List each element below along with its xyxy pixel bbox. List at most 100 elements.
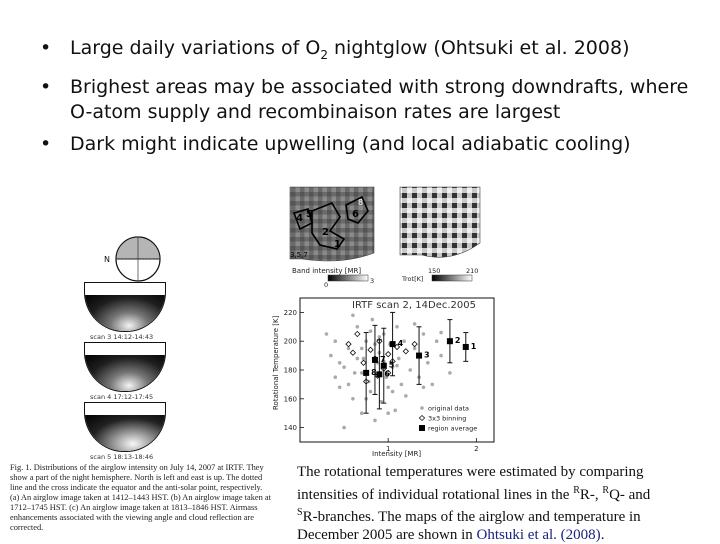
region-label: 1 [334,239,341,250]
region-average-point [371,356,378,363]
original-data-point [421,385,426,390]
bullet-list: Large daily variations of O2 nightglow (… [38,36,708,164]
region-point-label: 5 [389,361,395,370]
original-data-point [324,332,329,336]
region-point-label: 2 [455,336,461,345]
y-tick-label: 200 [284,338,297,346]
original-data-point [355,325,360,329]
original-data-point [395,363,399,368]
region-point-label: 6 [384,369,390,378]
binning-point [367,346,374,354]
original-data-point [373,418,377,423]
north-label: N [104,255,110,264]
original-data-point [430,382,435,387]
original-data-point [395,325,399,329]
reference-link[interactable]: Ohtsuki et al. (2008) [476,526,601,543]
original-data-point [359,411,364,415]
original-data-point [377,335,382,339]
scan-4-label: scan 4 17:12-17:45 [90,393,154,401]
original-data-point [439,353,443,358]
original-data-point [390,389,395,394]
region-label: 3,5,7 [290,251,308,259]
original-data-point [412,346,417,351]
airglow-scan-figure: N scan 3 14:12-14:43 scan 4 17:12-17:45 … [82,228,172,463]
scan-panel-3 [84,282,166,332]
original-data-point [386,411,390,415]
region-point-label: 1 [471,342,477,351]
bullet-item-1: Large daily variations of O2 nightglow (… [38,36,708,68]
original-data-point [333,339,338,343]
original-data-point [426,361,430,365]
original-data-point [333,375,338,379]
original-data-point [412,322,417,326]
region-average-point [389,341,396,348]
colorbar-min-trot: 150 [428,267,440,275]
y-tick-label: 160 [284,395,297,403]
binning-point [349,349,357,356]
original-data-point [384,375,389,379]
original-data-point [355,356,360,361]
original-data-point [448,371,452,375]
region-average-point [363,369,370,376]
original-data-point [368,389,373,394]
binning-point [354,330,361,338]
legend-label-original: original data [428,405,469,413]
original-data-point [352,371,357,375]
scan-panel-4 [84,342,166,392]
region-point-label: 8 [371,368,377,377]
subscript-2: 2 [320,47,328,62]
original-data-point [359,371,364,375]
original-data-point [404,394,408,398]
region-label: 6 [352,209,359,220]
binning-point [360,359,367,366]
maps-svg: 8 4 5 6 2 1 3,5,7 Band intensity [MR] 0 … [289,186,481,288]
legend-label-binning: 3x3 binning [428,415,466,423]
x-tick-label: 1 [386,445,390,453]
binning-point [385,350,392,358]
original-data-point [386,385,390,390]
region-average-point [416,352,423,359]
original-data-point [351,397,355,401]
colorbar-max: 3 [370,277,374,285]
region-label: 8 [358,198,363,207]
temperature-caption: The rotational temperatures were estimat… [297,464,651,543]
y-tick-label: 140 [284,424,297,432]
scan-5-label: scan 5 18:13-18:46 [90,453,154,461]
original-data-point [329,353,333,358]
original-data-point [439,330,443,335]
binning-point [345,340,352,348]
chart-legend: original data 3x3 binning region average [418,405,477,433]
original-data-point [399,382,404,387]
binning-point [402,348,409,355]
region-point-label: 4 [398,339,404,348]
original-data-point [379,399,383,404]
original-data-point [359,346,364,351]
scan-panel-5 [84,402,166,452]
legend-marker-region [419,425,425,431]
y-axis-label: Rotational Temperature [K] [272,315,280,410]
region-average-point [446,338,453,345]
colorbar-title-trot: Trot[K] [401,275,423,283]
colorbar-min: 0 [324,281,328,288]
colorbar-title-intensity: Band intensity [MR] [292,267,361,275]
region-label: 4 [296,213,303,224]
original-data-point [342,365,346,369]
legend-label-region: region average [428,425,477,433]
original-data-point [337,361,342,365]
original-data-point [346,382,351,387]
x-tick-label: 2 [474,445,478,453]
original-data-point [421,332,426,336]
hemisphere-diagram: N [104,236,161,282]
original-data-point [368,329,373,333]
region-label: 5 [306,209,313,220]
bullet-item-3: Dark might indicate upwelling (and local… [38,132,708,157]
original-data-point [370,317,375,322]
original-data-point [396,356,401,361]
legend-marker-original [420,406,424,410]
region-average-point [380,362,387,369]
binning-point [385,369,392,377]
plot-frame [299,297,495,443]
y-tick-label: 180 [284,367,297,375]
region-average-point [376,371,383,378]
